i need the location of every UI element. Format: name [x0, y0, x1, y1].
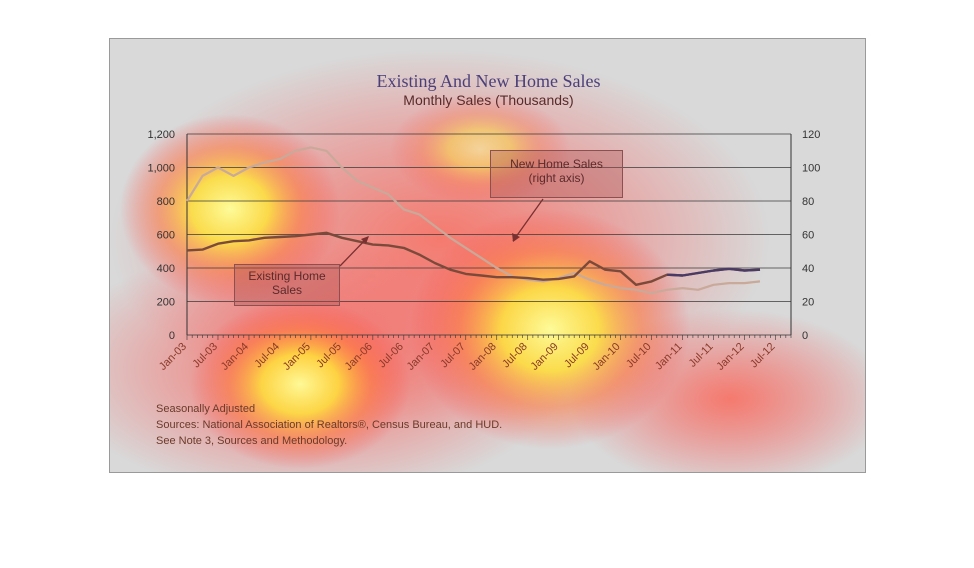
series-existing-home-sales-recent [667, 267, 761, 277]
left-axis-tick-label: 200 [157, 297, 175, 309]
right-axis-tick-label: 40 [802, 263, 814, 275]
x-axis-tick-label: Jul-07 [438, 341, 468, 371]
x-axis-tick-label: Jan-08 [467, 341, 499, 373]
x-axis-tick-label: Jan-07 [405, 341, 437, 373]
x-axis-tick-label: Jul-08 [500, 341, 530, 371]
x-axis-tick-label: Jul-11 [687, 341, 716, 370]
note-methodology: See Note 3, Sources and Methodology. [156, 435, 348, 447]
left-axis-tick-label: 0 [169, 330, 175, 342]
right-axis-tick-label: 120 [802, 129, 820, 141]
x-axis-tick-label: Jan-10 [590, 341, 622, 373]
x-axis-tick-label: Jul-09 [562, 341, 592, 371]
x-axis-tick-label: Jul-03 [190, 341, 220, 371]
right-axis-tick-label: 60 [802, 230, 814, 242]
callout-new-arrowhead [512, 233, 520, 242]
series-existing-home-sales [186, 231, 761, 286]
right-axis-tick-label: 20 [802, 297, 814, 309]
chart-subtitle: Monthly Sales (Thousands) [403, 92, 574, 108]
callout-existing-home-line2: Sales [271, 283, 303, 297]
x-axis-tick-label: Jan-05 [281, 341, 313, 373]
line-chart: 0 0 200 20 400 40 600 60 800 80 1,000 100 1,200 120 Ja… [147, 129, 820, 373]
x-axis-tick-label: Jan-11 [653, 341, 685, 373]
note-seasonally-adjusted: Seasonally Adjusted [156, 403, 256, 415]
x-axis-tick-label: Jul-05 [314, 341, 344, 371]
x-axis-tick-label: Jan-09 [529, 341, 561, 373]
attention-heatmap-overlay [110, 49, 865, 472]
chart-frame: 0 0 200 20 400 40 600 60 800 80 1,000 100 1,200 120 Ja… [109, 38, 866, 473]
right-axis-tick-label: 0 [802, 330, 808, 342]
x-axis-tick-label: Jan-03 [157, 341, 189, 373]
x-axis-tick-label: Jul-04 [252, 341, 282, 371]
series-new-home-sales [186, 146, 761, 295]
x-axis-tick-label: Jan-04 [219, 341, 251, 373]
callout-new-home-line1: New Home Sales [510, 157, 603, 171]
x-axis-tick-label: Jan-06 [343, 341, 375, 373]
callout-existing-arrow [339, 236, 369, 267]
callout-existing-home-sales: Existing Home Sales [234, 264, 340, 306]
note-sources: Sources: National Association of Realtor… [156, 419, 503, 431]
left-axis-tick-label: 1,200 [147, 129, 175, 141]
left-axis-tick-label: 800 [157, 196, 175, 208]
x-axis-tick-label: Jul-06 [376, 341, 406, 371]
chart-title: Existing And New Home Sales [376, 71, 601, 91]
right-axis-tick-label: 100 [802, 163, 820, 175]
right-axis-tick-label: 80 [802, 196, 814, 208]
callout-existing-home-line1: Existing Home [248, 269, 326, 283]
callout-new-arrow [512, 198, 544, 242]
left-axis-tick-label: 400 [157, 263, 175, 275]
x-axis-tick-label: Jul-10 [624, 341, 654, 371]
callout-new-home-sales: New Home Sales (right axis) [490, 150, 623, 198]
x-axis-tick-label: Jan-12 [714, 341, 746, 373]
left-axis-tick-label: 600 [157, 230, 175, 242]
left-axis-tick-label: 1,000 [147, 163, 175, 175]
callout-existing-arrowhead [361, 236, 369, 244]
x-axis-tick-label: Jul-12 [748, 341, 778, 371]
callout-new-home-line2: (right axis) [528, 171, 585, 185]
